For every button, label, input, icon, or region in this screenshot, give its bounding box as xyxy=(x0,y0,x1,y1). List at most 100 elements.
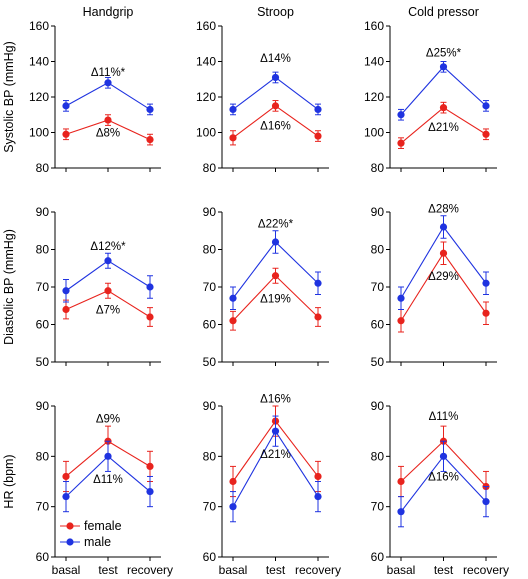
data-point-male xyxy=(439,63,448,71)
y-tick-label: 120 xyxy=(364,90,384,104)
data-point-male xyxy=(482,279,490,287)
data-point-female xyxy=(439,104,448,112)
y-tick-label: 50 xyxy=(371,355,385,369)
data-point-female xyxy=(104,116,112,124)
y-tick-label: 70 xyxy=(36,280,50,294)
y-tick-label: 60 xyxy=(203,550,217,564)
panel-r2c2: 60 70 80 90 basal test recovery Δ11% Δ16% xyxy=(371,399,509,577)
y-tick-label: 140 xyxy=(364,55,384,69)
y-tick-label: 100 xyxy=(364,126,384,140)
series-female xyxy=(397,101,490,149)
data-point-female xyxy=(62,130,70,138)
data-point-male xyxy=(146,283,154,291)
panel-r1c0: 50 60 70 80 90 Diastolic BP (mmHg) Δ12%* Δ7% xyxy=(2,205,161,369)
delta-annotation: Δ9% xyxy=(96,414,120,426)
series-female xyxy=(229,100,322,146)
series-female xyxy=(397,241,490,333)
data-point-female xyxy=(271,102,280,110)
panel-title: Stroop xyxy=(257,5,294,19)
y-tick-label: 70 xyxy=(203,500,217,514)
series-female xyxy=(62,114,154,146)
data-point-female xyxy=(397,139,405,147)
delta-annotation: Δ11% xyxy=(429,411,459,423)
data-point-female xyxy=(62,472,70,481)
legend-item-female: female xyxy=(60,519,122,533)
y-tick-label: 60 xyxy=(371,550,385,564)
x-tick-label: recovery xyxy=(295,563,341,577)
y-tick-label: 80 xyxy=(203,243,217,257)
y-tick-label: 80 xyxy=(203,161,217,175)
y-tick-label: 160 xyxy=(364,19,384,33)
data-point-female xyxy=(104,287,112,295)
data-point-female xyxy=(229,317,237,325)
series-female xyxy=(229,267,322,331)
y-tick-label: 80 xyxy=(371,161,385,175)
x-tick-label: basal xyxy=(52,563,81,577)
x-tick-label: basal xyxy=(219,563,248,577)
data-point-male xyxy=(104,79,112,87)
data-point-male xyxy=(482,498,490,506)
delta-annotation: Δ7% xyxy=(96,305,120,317)
panel-r2c0: 60 70 80 90 basal test recovery HR (bpm) Δ9% Δ11%… xyxy=(2,399,173,577)
data-point-male xyxy=(314,493,322,501)
delta-annotation: Δ16% xyxy=(428,471,459,483)
data-point-female xyxy=(314,472,322,481)
y-tick-label: 70 xyxy=(371,280,385,294)
panel-r2c1: 60 70 80 90 basal test recovery Δ16% Δ21% xyxy=(203,393,341,577)
data-point-female xyxy=(482,309,490,317)
series-male xyxy=(62,76,154,116)
x-tick-label: recovery xyxy=(127,563,173,577)
panel-r0c0: 80 100 120 140 160 Handgrip Systolic BP (mmHg)… xyxy=(2,5,161,175)
y-tick-label: 90 xyxy=(203,399,217,413)
panel-title: Handgrip xyxy=(83,5,134,19)
delta-annotation: Δ11% xyxy=(93,474,123,486)
y-tick-label: 50 xyxy=(203,355,217,369)
y-tick-label: 80 xyxy=(36,449,50,463)
y-tick-label: 70 xyxy=(36,500,50,514)
y-tick-label: 140 xyxy=(29,55,49,69)
data-point-female xyxy=(397,317,405,325)
delta-annotation: Δ12%* xyxy=(90,241,126,253)
data-point-male xyxy=(482,102,490,110)
legend-item-male: male xyxy=(60,535,111,549)
delta-annotation: Δ28% xyxy=(428,203,459,215)
series-female xyxy=(62,282,154,327)
panel-r1c1: 50 60 70 80 90 Δ22%* Δ19% xyxy=(203,205,329,369)
y-tick-label: 70 xyxy=(371,500,385,514)
data-point-male xyxy=(397,111,405,119)
delta-annotation: Δ14% xyxy=(260,53,291,65)
data-point-female xyxy=(397,477,405,486)
legend-label: male xyxy=(84,535,111,549)
y-tick-label: 90 xyxy=(203,205,217,219)
series-male xyxy=(397,440,490,528)
data-point-female xyxy=(146,136,154,144)
delta-annotation: Δ11%* xyxy=(91,67,126,79)
data-point-male xyxy=(104,452,112,460)
legend-label: female xyxy=(84,519,122,533)
data-point-female xyxy=(271,272,280,280)
data-point-male xyxy=(229,105,237,114)
data-point-female xyxy=(482,130,490,138)
series-male xyxy=(229,71,322,116)
delta-annotation: Δ22%* xyxy=(258,218,294,230)
series-male xyxy=(229,415,322,523)
data-point-female xyxy=(229,477,237,486)
data-point-male xyxy=(439,223,448,231)
y-tick-label: 160 xyxy=(196,19,216,33)
panel-r0c2: 80 100 120 140 160 Cold pressor Δ25%* Δ21% xyxy=(364,5,497,175)
y-tick-label: 90 xyxy=(36,399,50,413)
y-tick-label: 80 xyxy=(371,243,385,257)
x-tick-label: basal xyxy=(387,563,416,577)
series-male xyxy=(62,252,154,303)
y-axis-label: Diastolic BP (mmHg) xyxy=(2,229,16,345)
data-point-female xyxy=(146,462,154,470)
y-tick-label: 90 xyxy=(36,205,50,219)
data-point-female xyxy=(146,313,154,321)
data-point-male xyxy=(146,105,154,114)
data-point-male xyxy=(62,493,70,501)
data-point-male xyxy=(314,105,322,114)
y-tick-label: 50 xyxy=(36,355,50,369)
y-tick-label: 60 xyxy=(36,550,50,564)
y-tick-label: 80 xyxy=(203,449,217,463)
